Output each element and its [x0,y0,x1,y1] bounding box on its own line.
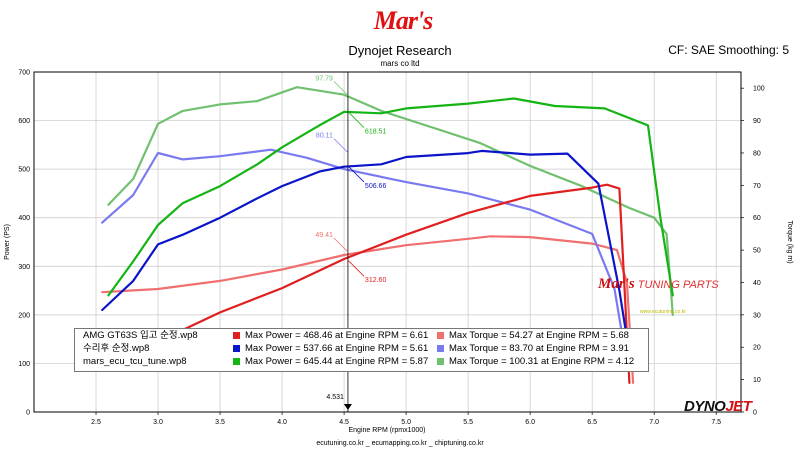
cursor-value-label: 97.79 [315,75,333,82]
x-tick-label: 5.0 [401,419,411,426]
y-right-tick-label: 100 [753,86,765,93]
legend-power-text: Max Power = 468.46 at Engine RPM = 6.61 [245,330,429,341]
watermark-small: www.ecutuning.co.kr [640,309,686,315]
cursor-value-label: 312.60 [365,277,387,284]
y-left-tick-label: 500 [18,167,30,174]
y-axis-right-label: Torque (kg m) [786,220,793,263]
legend-power-swatch [233,358,240,365]
legend-torque-text: Max Torque = 83.70 at Engine RPM = 3.91 [449,343,629,354]
y-right-tick-label: 10 [753,377,761,384]
y-right-tick-label: 20 [753,345,761,352]
y-right-tick-label: 60 [753,215,761,222]
dynojet-logo: DYNOJET [684,398,752,415]
y-right-tick-label: 70 [753,183,761,190]
curves [101,86,674,384]
legend-power-swatch [233,345,240,352]
dynojet-logo-a: DYNO [684,398,726,415]
cursor-value-label: 506.66 [365,183,387,190]
y-left-tick-label: 0 [26,410,30,417]
x-axis-label: Engine RPM (rpmx1000) [348,427,425,434]
cursor-leader [347,259,365,277]
chart-title: Dynojet Research [348,43,452,58]
x-tick-label: 7.0 [649,419,659,426]
x-ticks: 2.5 3.0 3.5 4.0 4.5 5.0 5.5 6.0 6.5 7.0 7.5 [91,412,721,426]
x-tick-label: 3.5 [215,419,225,426]
cursor-value-label: 49.41 [315,232,333,239]
legend-file: AMG GT63S 입고 순정.wp8 [83,330,198,341]
legend-torque-swatch [437,358,444,365]
legend: AMG GT63S 입고 순정.wp8 Max Power = 468.46 a… [74,328,649,372]
cursor-rpm-label: 4.531 [326,394,344,401]
series-line-torque-1 [101,235,635,384]
legend-power-text: Max Power = 537.66 at Engine RPM = 5.61 [245,343,429,354]
x-tick-label: 4.0 [277,419,287,426]
x-tick-label: 5.5 [463,419,473,426]
y-left-tick-label: 200 [18,312,30,319]
rpm-cursor: 4.531 97.79 618.51 80.11 506.66 49.41 312.60 [315,72,386,412]
y-right-tick-label: 80 [753,150,761,157]
y-right-tick-label: 90 [753,118,761,125]
plot-border [33,71,742,413]
series-line-power-2 [101,149,631,355]
y-left-tick-label: 300 [18,264,30,271]
legend-torque-swatch [437,345,444,352]
dynojet-logo-b: JET [725,398,752,415]
x-tick-label: 4.5 [339,419,349,426]
y-ticks-left: 0 100 200 300 400 500 600 700 [18,70,30,417]
legend-file: 수리후 순정.wp8 [83,343,150,354]
cursor-value-label: 80.11 [316,133,333,140]
y-left-tick-label: 400 [18,215,30,222]
x-tick-label: 6.0 [525,419,535,426]
legend-torque-text: Max Torque = 100.31 at Engine RPM = 4.12 [449,356,635,367]
footer-text: ecutuning.co.kr _ ecumapping.co.kr _ chi… [316,440,484,447]
cursor-leader [333,237,349,253]
cursor-value-label: 618.51 [365,129,387,136]
x-tick-label: 7.5 [711,419,721,426]
y-right-tick-label: 40 [753,280,761,287]
watermark-logo: Mar's [598,276,635,292]
legend-file: mars_ecu_tcu_tune.wp8 [83,356,187,367]
cursor-leader [333,81,349,96]
y-ticks-right: 0 10 20 30 40 50 60 70 80 90 100 [741,86,765,417]
cursor-leader [333,138,349,153]
watermark: Mar's TUNING PARTS [598,276,719,293]
y-left-tick-label: 600 [18,118,30,125]
legend-torque-text: Max Torque = 54.27 at Engine RPM = 5.68 [449,330,629,341]
x-tick-label: 3.0 [153,419,163,426]
x-tick-label: 6.5 [587,419,597,426]
cursor-marker [343,404,352,410]
y-right-tick-label: 0 [753,410,757,417]
series-line-torque-3 [101,148,625,342]
watermark-text: TUNING PARTS [637,279,719,291]
cursor-leader [347,165,365,183]
y-axis-left-label: Power (PS) [4,224,11,260]
series-line-power-4 [107,97,674,297]
y-right-tick-label: 50 [753,248,761,255]
legend-power-swatch [233,332,240,339]
y-right-tick-label: 30 [753,312,761,319]
y-left-tick-label: 100 [18,361,30,368]
y-left-tick-label: 700 [18,70,30,77]
series-line-power-0 [101,183,631,384]
x-tick-label: 2.5 [91,419,101,426]
correction-factor: CF: SAE Smoothing: 5 [668,43,789,57]
legend-torque-swatch [437,332,444,339]
chart-subtitle: mars co ltd [380,59,420,68]
legend-power-text: Max Power = 645.44 at Engine RPM = 5.87 [245,356,429,367]
brand-logo: Mar's [373,6,434,35]
cursor-leader [347,111,365,128]
series-line-torque-5 [107,86,674,316]
